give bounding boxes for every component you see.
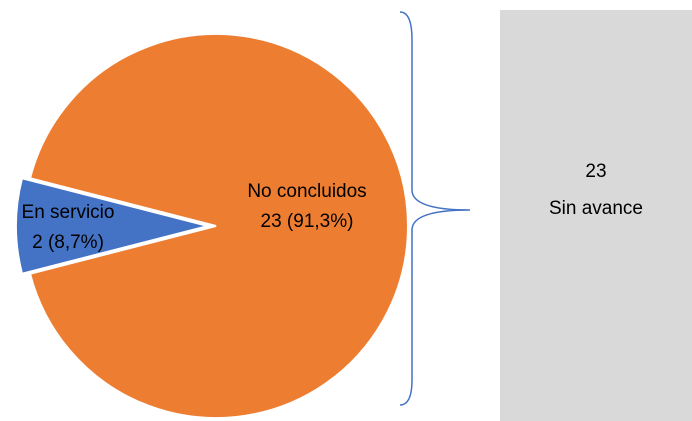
side-box [500,10,692,421]
slice-label: No concluidos [247,181,366,202]
pie-labels: No concluidos 23 (91,3%) En servicio 2 (8,7… [22,181,367,253]
slice-value-label: 23 (91,3%) [261,211,354,232]
slice-label: En servicio [22,202,115,223]
slice-value-label: 2 (8,7%) [32,232,104,253]
pie [15,33,409,419]
pie-slice [15,177,209,275]
side-box-value: 23 [585,161,606,182]
brace [399,11,471,406]
side-box-label: Sin avance [549,198,643,219]
pie-slice [28,33,409,419]
